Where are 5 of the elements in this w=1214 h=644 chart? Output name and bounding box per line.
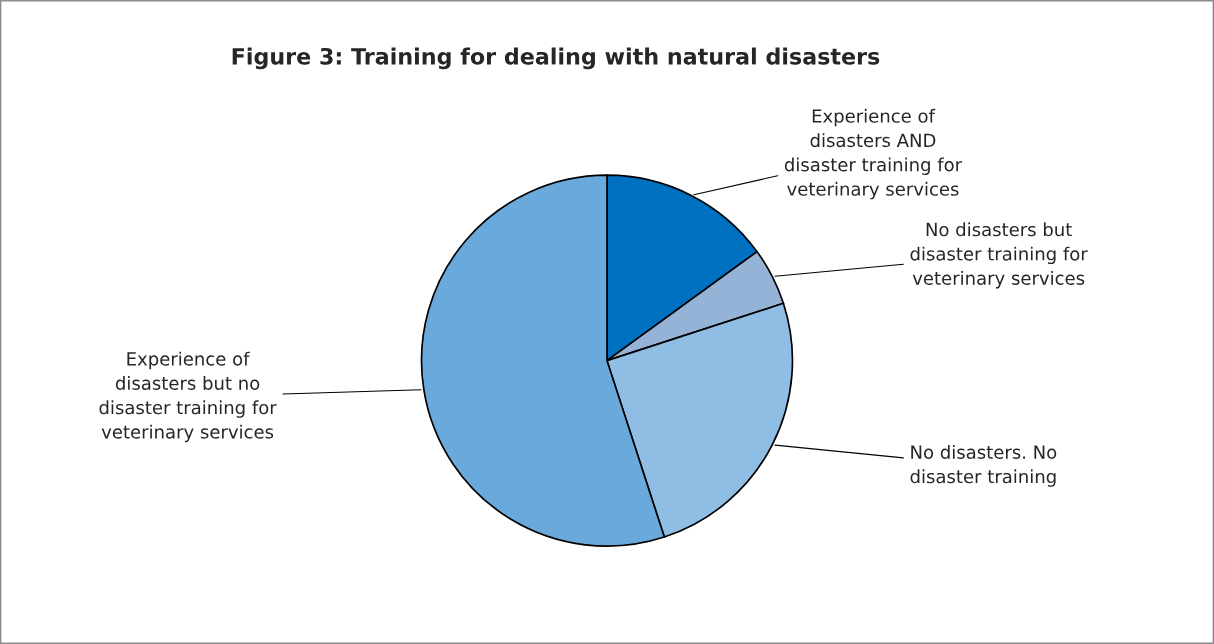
slice-label: No disasters. No disaster training xyxy=(910,444,1057,487)
slice-label: Experience of disasters AND disaster training for veterinary services xyxy=(784,108,963,200)
chart-title: Figure 3: Training for dealing with natural disasters xyxy=(232,47,880,70)
slice-label: No disasters but disaster training for veterinary services xyxy=(910,222,1088,289)
slice-label: Experience of disasters but no disaster training for veterinary services xyxy=(99,351,277,443)
